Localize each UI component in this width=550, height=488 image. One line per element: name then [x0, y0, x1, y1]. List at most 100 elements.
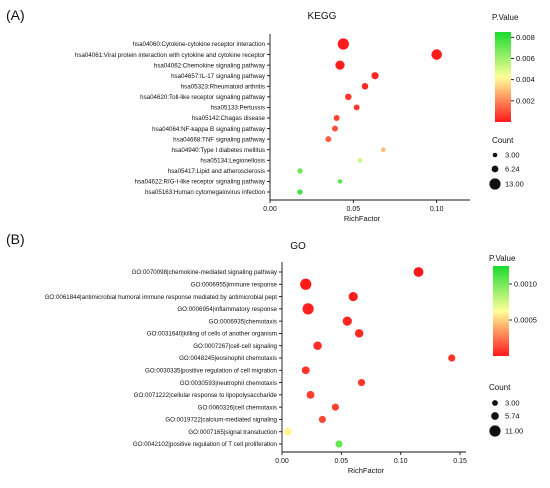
data-point — [342, 316, 352, 326]
data-point — [361, 82, 369, 90]
y-tick-label: hsa04062:Chemokine signaling pathway — [154, 62, 266, 69]
data-point — [325, 136, 332, 143]
data-point — [353, 104, 360, 111]
colorbar-tick-label: 0.008 — [516, 33, 535, 42]
y-tick-label: GO:0070098|chemokine-mediated signaling … — [132, 269, 278, 276]
data-point — [297, 189, 303, 195]
y-tick-label: GO:0031640|killing of cells of another o… — [147, 331, 277, 338]
panel-label: (A) — [6, 7, 25, 23]
data-point — [297, 168, 303, 174]
data-point — [302, 303, 314, 315]
x-tick-label: 0.15 — [453, 458, 467, 465]
x-tick-label: 0.10 — [394, 458, 408, 465]
y-tick-label: GO:0048245|eosinophil chemotaxis — [179, 355, 277, 362]
data-point — [335, 440, 343, 448]
panel-go: (B) GO 0.00 0.05 0.10 0.15 RichFactor GO:007009… — [6, 231, 537, 475]
y-tick-label: hsa04940:Type I diabetes mellitus — [171, 147, 265, 154]
data-point — [348, 291, 358, 302]
y-tick-label: GO:0006935|chemotaxis — [209, 318, 277, 325]
x-axis-label: RichFactor — [348, 466, 385, 475]
data-point — [354, 329, 364, 338]
size-legend-label: 6.24 — [505, 165, 520, 174]
data-point — [431, 49, 442, 60]
data-point — [333, 115, 340, 121]
data-point — [301, 366, 310, 375]
data-point — [284, 427, 292, 436]
x-tick-label: 0.05 — [335, 458, 349, 465]
y-tick-label: GO:0006955|immune response — [191, 281, 278, 288]
color-legend-title: P.Value — [489, 254, 516, 263]
color-legend-title: P.Value — [492, 13, 519, 22]
data-point — [448, 354, 456, 362]
y-tick-label: GO:0007165|signal transduction — [188, 429, 277, 436]
panel-kegg: (A) KEGG 0.00 0.05 0.10 RichFactor hsa04060:Cy… — [6, 7, 535, 223]
y-tick-label: hsa05133:Pertussis — [211, 105, 265, 112]
y-tick-label: hsa05417:Lipid and atherosclerosis — [168, 168, 265, 175]
data-point — [331, 403, 339, 411]
size-legend-label: 5.74 — [505, 412, 520, 421]
data-point — [335, 60, 345, 70]
size-legend-marker — [489, 178, 501, 190]
y-tick-label: GO:0007267|cell-cell signaling — [193, 343, 277, 350]
data-point — [313, 341, 322, 350]
size-legend-marker — [491, 412, 499, 420]
data-point — [371, 72, 379, 80]
data-point — [318, 415, 326, 424]
y-tick-label: hsa05323:Rheumatoid arthritis — [181, 83, 265, 90]
y-tick-label: hsa05142:Chagas disease — [192, 115, 266, 122]
colorbar — [495, 32, 511, 122]
data-point — [381, 147, 386, 153]
panel-label: (B) — [6, 231, 25, 247]
size-legend-label: 3.00 — [505, 399, 520, 408]
data-point — [337, 179, 343, 184]
y-tick-label: hsa04620:Toll-like receptor signaling pa… — [140, 94, 266, 101]
y-tick-label: GO:0042102|positive regulation of T cell… — [133, 441, 278, 448]
size-legend-marker — [491, 165, 499, 173]
size-legend-label: 11.00 — [505, 427, 523, 436]
size-legend-marker — [492, 152, 498, 158]
colorbar — [493, 266, 509, 356]
data-point — [345, 93, 352, 101]
x-tick-label: 0.00 — [275, 458, 289, 465]
size-legend-marker — [492, 400, 498, 406]
y-tick-label: GO:0006954|inflammatory response — [177, 306, 277, 313]
colorbar-tick-label: 0.006 — [516, 54, 535, 63]
y-tick-label: hsa04657:IL-17 signaling pathway — [171, 73, 266, 80]
x-tick-label: 0.10 — [430, 206, 444, 213]
data-point — [332, 125, 338, 132]
size-legend-title: Count — [492, 136, 514, 145]
x-axis-label: RichFactor — [344, 214, 381, 223]
y-tick-label: hsa04060:Cytokine-cytokine receptor inte… — [133, 41, 266, 48]
x-tick-label: 0.05 — [347, 206, 361, 213]
y-tick-label: hsa04061:Viral protein interaction with … — [75, 52, 265, 59]
data-point — [357, 378, 366, 387]
y-tick-label: hsa04064:NF-kappa B signaling pathway — [152, 126, 266, 133]
data-point — [337, 38, 349, 50]
y-tick-label: GO:0019722|calcium-mediated signaling — [165, 417, 277, 424]
data-point — [300, 278, 312, 290]
y-tick-label: hsa05163:Human cytomegalovirus infection — [145, 189, 266, 196]
size-legend-label: 13.00 — [505, 180, 524, 189]
colorbar-tick-label: 0.004 — [516, 75, 535, 84]
y-tick-label: GO:0030335|positive regulation of cell m… — [145, 367, 278, 374]
y-tick-label: GO:0060326|cell chemotaxis — [198, 404, 277, 411]
y-tick-label: GO:0030593|neutrophil chemotaxis — [180, 380, 277, 387]
size-legend-marker — [489, 425, 501, 437]
colorbar-tick-label: 0.002 — [516, 96, 535, 105]
chart-title: KEGG — [308, 11, 337, 22]
size-legend-label: 3.00 — [505, 151, 520, 160]
colorbar-tick-label: 0.0005 — [514, 316, 537, 325]
y-tick-label: GO:0071222|cellular response to lipopoly… — [134, 392, 278, 399]
data-point — [306, 390, 315, 399]
y-tick-label: hsa04622:RIG-I-like receptor signaling p… — [135, 179, 266, 186]
y-tick-label: hsa04668:TNF signaling pathway — [173, 136, 266, 143]
x-tick-label: 0.00 — [263, 206, 277, 213]
chart-title: GO — [290, 241, 306, 252]
size-legend-title: Count — [489, 383, 511, 392]
colorbar-tick-label: 0.0010 — [514, 280, 537, 289]
y-tick-label: hsa05134:Legionellosis — [200, 157, 265, 164]
data-point — [357, 157, 363, 163]
y-tick-label: GO:0061844|antimicrobial humoral immune … — [45, 294, 278, 301]
